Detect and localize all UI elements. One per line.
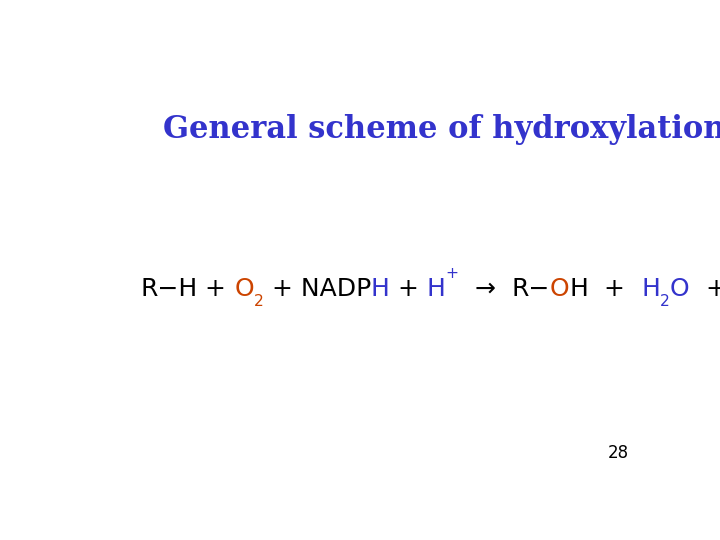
Text: +: + xyxy=(588,278,642,301)
Text: 2: 2 xyxy=(254,294,264,309)
Text: +: + xyxy=(390,278,427,301)
Text: R−: R− xyxy=(512,278,550,301)
Text: O: O xyxy=(550,278,570,301)
Text: +: + xyxy=(446,266,459,281)
Text: O: O xyxy=(670,278,690,301)
Text: H: H xyxy=(427,278,446,301)
Text: +: + xyxy=(197,278,234,301)
Text: H: H xyxy=(371,278,390,301)
Text: 2: 2 xyxy=(660,294,670,309)
Text: 28: 28 xyxy=(608,444,629,462)
Text: H: H xyxy=(642,278,660,301)
Text: + NADP: + NADP xyxy=(690,278,720,301)
Text: General scheme of hydroxylation: General scheme of hydroxylation xyxy=(163,114,720,145)
Text: + NADP: + NADP xyxy=(264,278,371,301)
Text: R−H: R−H xyxy=(140,278,197,301)
Text: H: H xyxy=(570,278,588,301)
Text: O: O xyxy=(234,278,254,301)
Text: →: → xyxy=(459,278,512,301)
